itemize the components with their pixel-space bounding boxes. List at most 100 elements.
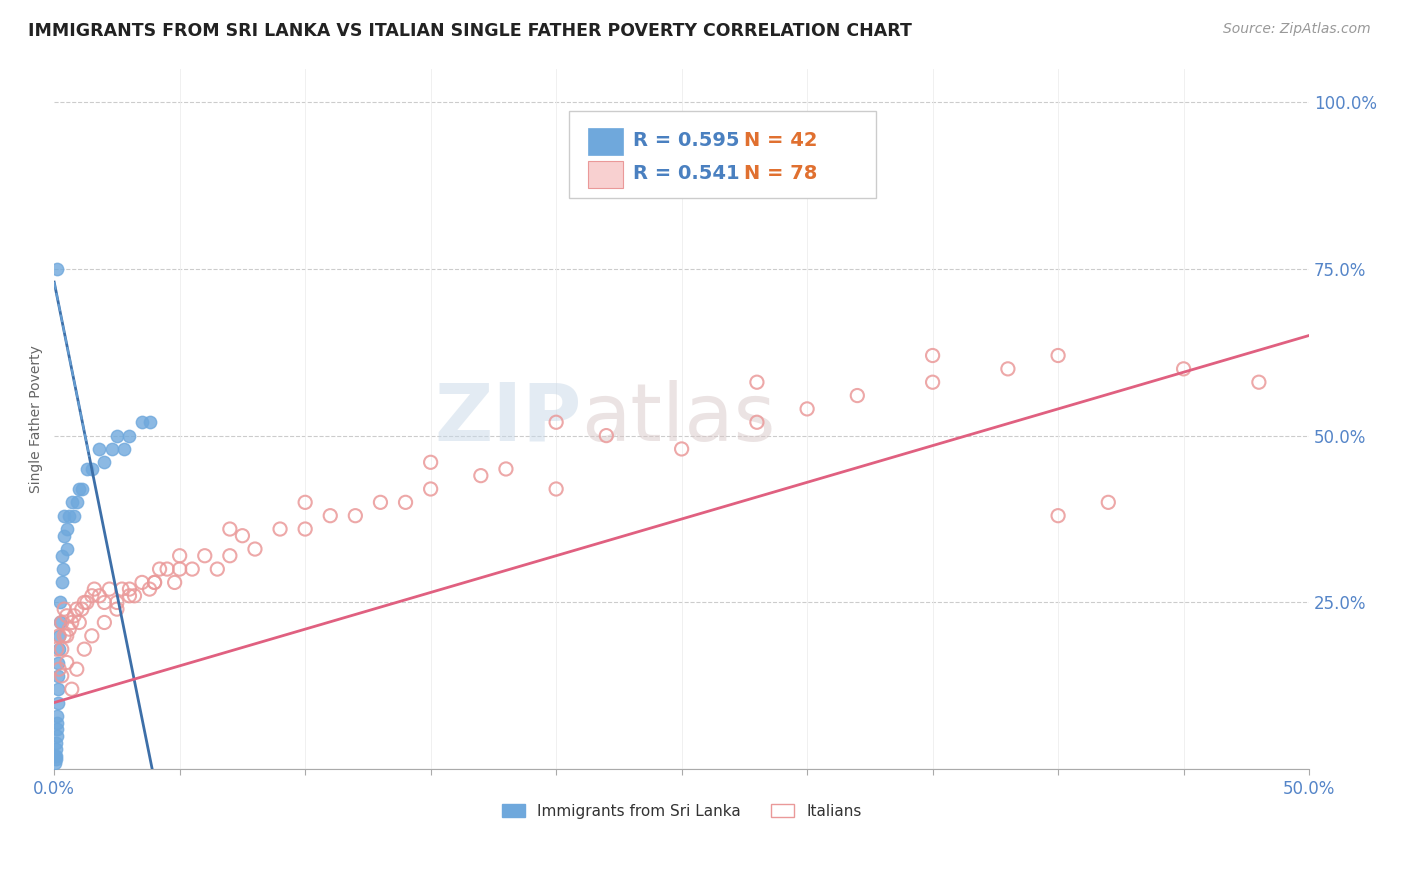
Point [55, 608, 77, 623]
Point [111, 582, 134, 596]
Point [45, 736, 67, 750]
Point [73, 642, 96, 657]
Point [93, 595, 115, 609]
Point [53, 529, 76, 543]
Point [194, 549, 217, 563]
Point [60, 615, 83, 630]
Y-axis label: Single Father Poverty: Single Father Poverty [30, 345, 44, 493]
Point [921, 375, 943, 389]
Point [745, 375, 768, 389]
Point [846, 388, 869, 402]
Point [319, 508, 342, 523]
Point [1097, 495, 1119, 509]
Point [46, 696, 69, 710]
Point [48, 629, 70, 643]
Point [76, 462, 98, 476]
Point [143, 575, 166, 590]
Point [218, 522, 240, 536]
Point [243, 542, 266, 557]
Point [80, 589, 103, 603]
Point [149, 562, 172, 576]
Point [181, 562, 204, 576]
Text: N = 78: N = 78 [744, 164, 818, 183]
Point [1047, 349, 1070, 363]
Point [66, 602, 89, 616]
Point [470, 468, 492, 483]
Text: N = 42: N = 42 [744, 131, 818, 150]
Point [671, 442, 693, 456]
Point [546, 415, 568, 429]
Point [51, 642, 73, 657]
Point [419, 455, 441, 469]
Point [55, 522, 77, 536]
Point [114, 442, 136, 456]
Point [51, 575, 73, 590]
Point [495, 462, 517, 476]
Point [921, 349, 943, 363]
Point [546, 482, 568, 496]
Point [124, 589, 146, 603]
Point [89, 589, 111, 603]
Point [101, 442, 124, 456]
Point [53, 508, 76, 523]
Point [118, 582, 141, 596]
Point [745, 415, 768, 429]
Point [52, 562, 75, 576]
Point [156, 562, 179, 576]
Point [51, 615, 73, 630]
Point [70, 602, 93, 616]
Text: R = 0.595: R = 0.595 [633, 131, 740, 150]
Point [89, 442, 111, 456]
Point [169, 549, 191, 563]
Point [1047, 508, 1070, 523]
Point [63, 608, 86, 623]
Point [45, 729, 67, 743]
Point [55, 542, 77, 557]
Point [48, 629, 70, 643]
Point [93, 615, 115, 630]
Point [49, 595, 72, 609]
Point [595, 428, 617, 442]
Point [231, 529, 253, 543]
FancyBboxPatch shape [568, 111, 876, 198]
Point [138, 415, 160, 429]
Point [131, 575, 153, 590]
Point [169, 562, 191, 576]
Point [67, 482, 90, 496]
Point [63, 508, 86, 523]
Point [997, 362, 1019, 376]
Point [45, 748, 67, 763]
Point [294, 495, 316, 509]
Point [58, 622, 80, 636]
Point [55, 629, 77, 643]
Point [370, 495, 392, 509]
Text: atlas: atlas [581, 380, 776, 458]
Point [294, 522, 316, 536]
Point [207, 562, 229, 576]
Point [66, 495, 89, 509]
Point [80, 629, 103, 643]
Point [66, 662, 89, 676]
Point [45, 752, 67, 766]
Point [131, 415, 153, 429]
Point [46, 715, 69, 730]
Point [93, 455, 115, 469]
Point [48, 656, 70, 670]
Text: ZIP: ZIP [434, 380, 581, 458]
Point [796, 401, 818, 416]
Point [143, 575, 166, 590]
Point [80, 462, 103, 476]
Point [48, 662, 70, 676]
Text: Source: ZipAtlas.com: Source: ZipAtlas.com [1223, 22, 1371, 37]
Point [118, 589, 141, 603]
Point [163, 575, 186, 590]
Text: IMMIGRANTS FROM SRI LANKA VS ITALIAN SINGLE FATHER POVERTY CORRELATION CHART: IMMIGRANTS FROM SRI LANKA VS ITALIAN SIN… [28, 22, 912, 40]
FancyBboxPatch shape [588, 128, 623, 154]
Legend: Immigrants from Sri Lanka, Italians: Immigrants from Sri Lanka, Italians [495, 797, 868, 825]
Point [53, 629, 76, 643]
Point [48, 615, 70, 630]
Point [105, 428, 128, 442]
Point [105, 595, 128, 609]
Point [138, 582, 160, 596]
Point [1173, 362, 1195, 376]
